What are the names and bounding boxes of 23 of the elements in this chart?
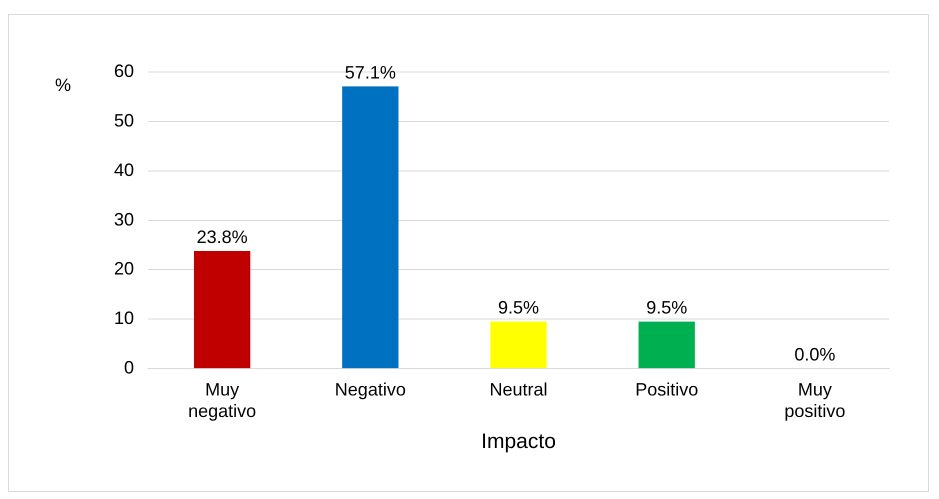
y-tick-label: 20 [114,258,134,279]
bar [194,250,250,368]
y-tick-label: 30 [114,209,134,230]
x-axis-title: Impacto [481,430,556,454]
data-label: 57.1% [344,62,396,82]
data-label: 9.5% [498,298,540,318]
y-tick-label: 0 [124,358,134,378]
data-label: 23.8% [196,226,248,247]
data-label: 0.0% [794,344,836,365]
x-tick-label: Muy negativo [188,379,256,421]
bar [490,322,547,368]
y-tick-label: 40 [114,160,134,180]
x-tick-label: Muy positivo [784,379,846,421]
x-tick-label: Positivo [635,379,698,400]
x-tick-label: Negativo [334,379,406,400]
y-tick-label: 50 [114,110,134,130]
data-label: 9.5% [646,298,688,318]
y-tick-label: 10 [114,308,134,328]
x-tick-label: Neutral [489,379,548,400]
bar [638,322,695,368]
y-tick-label: 60 [114,60,134,81]
bar [342,86,398,368]
y-axis-title: % [54,74,72,95]
